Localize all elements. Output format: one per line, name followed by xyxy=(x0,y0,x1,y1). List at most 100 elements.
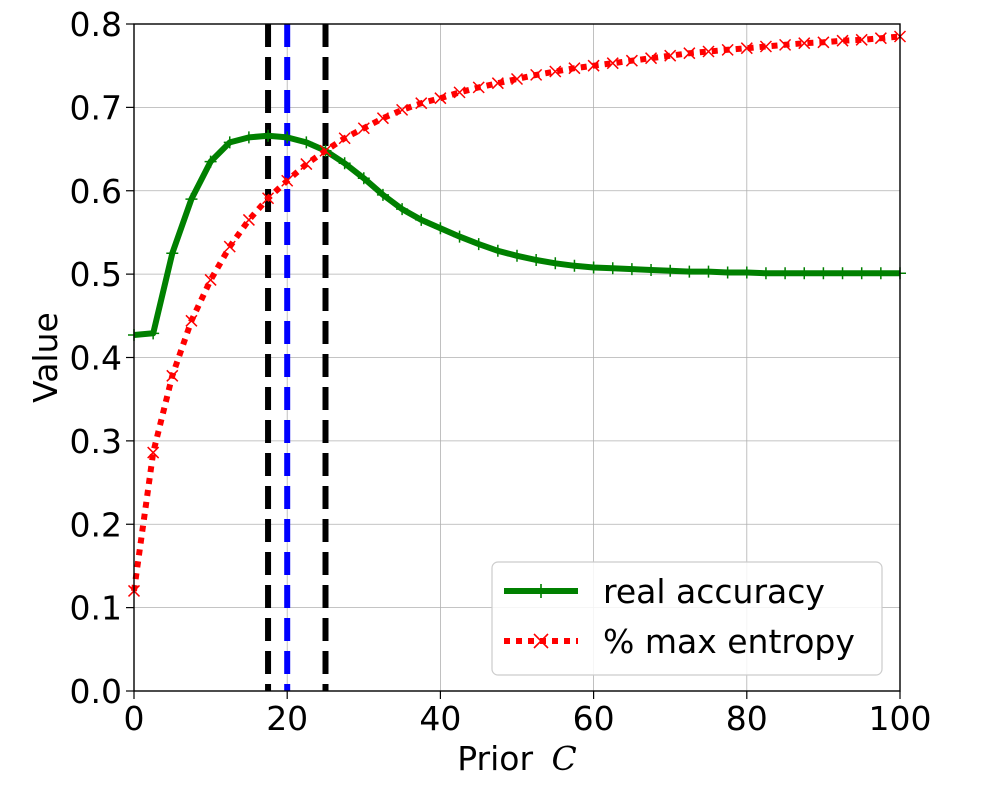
plus-marker xyxy=(683,265,696,278)
x-axis-label-text: Prior xyxy=(457,739,533,778)
plus-marker xyxy=(606,262,619,275)
legend-label: % max entropy xyxy=(603,622,855,661)
x-tick-label: 20 xyxy=(266,699,308,738)
plus-marker xyxy=(396,203,409,216)
plus-marker xyxy=(779,267,792,280)
series-line xyxy=(133,132,900,338)
plus-marker xyxy=(721,266,734,279)
series-layer xyxy=(127,30,907,597)
x-marker xyxy=(702,45,715,58)
x-marker xyxy=(836,34,849,47)
x-marker xyxy=(376,112,389,125)
legend-label: real accuracy xyxy=(603,572,825,611)
y-tick-label: 0.0 xyxy=(70,672,122,711)
legend-plus-marker xyxy=(534,584,548,598)
x-marker xyxy=(338,132,351,145)
plus-marker xyxy=(702,265,715,278)
x-marker xyxy=(779,38,792,51)
x-marker xyxy=(606,57,619,70)
plus-marker xyxy=(281,131,294,144)
plus-marker xyxy=(587,261,600,274)
plus-marker xyxy=(376,188,389,201)
x-marker xyxy=(166,369,179,382)
x-marker xyxy=(798,37,811,50)
x-marker xyxy=(204,273,217,286)
x-axis-label: Prior C xyxy=(457,739,577,778)
x-marker xyxy=(281,174,294,187)
plus-marker xyxy=(338,157,351,170)
x-marker xyxy=(587,59,600,72)
x-marker xyxy=(472,81,485,94)
x-marker xyxy=(262,192,275,205)
x-marker xyxy=(721,43,734,56)
plus-marker xyxy=(472,238,485,251)
axis-ticks: 0 20 40 60 80 100 0.0 0.1 0.2 0.3 0.4 0.5 0.6 0.7 0.8 xyxy=(70,5,932,738)
plus-marker xyxy=(453,230,466,243)
x-marker xyxy=(300,158,313,171)
x-marker xyxy=(759,40,772,53)
x-marker xyxy=(491,77,504,90)
plus-marker xyxy=(185,193,198,206)
x-marker xyxy=(453,86,466,99)
plus-marker xyxy=(262,129,275,142)
plus-marker xyxy=(434,222,447,235)
plus-marker xyxy=(759,267,772,280)
x-marker xyxy=(683,47,696,60)
y-tick-label: 0.7 xyxy=(70,88,122,127)
plus-marker xyxy=(625,263,638,276)
plus-marker xyxy=(740,266,753,279)
legend-box xyxy=(491,561,883,676)
x-marker xyxy=(625,54,638,67)
x-marker xyxy=(147,446,160,459)
plus-marker xyxy=(415,213,428,226)
x-marker xyxy=(817,36,830,49)
x-tick-label: 40 xyxy=(419,699,461,738)
x-marker xyxy=(874,32,887,45)
plus-marker xyxy=(147,327,160,340)
x-marker xyxy=(223,240,236,253)
plus-marker xyxy=(204,155,217,168)
y-tick-label: 0.1 xyxy=(70,589,122,628)
plus-marker xyxy=(855,267,868,280)
x-marker xyxy=(645,52,658,65)
plus-marker xyxy=(817,267,830,280)
x-marker xyxy=(530,68,543,81)
legend: real accuracy % max entropy xyxy=(491,561,883,676)
x-marker xyxy=(855,33,868,46)
plus-marker xyxy=(798,267,811,280)
plus-marker xyxy=(645,263,658,276)
x-tick-label: 60 xyxy=(573,699,615,738)
plus-marker xyxy=(511,249,523,262)
plus-marker xyxy=(242,131,255,144)
x-marker xyxy=(396,103,409,116)
y-tick-label: 0.2 xyxy=(70,505,122,544)
plus-marker xyxy=(874,267,887,280)
series--max-entropy xyxy=(127,30,907,597)
plus-marker xyxy=(664,264,677,277)
x-marker xyxy=(740,42,753,55)
plus-marker xyxy=(568,259,581,272)
x-marker xyxy=(242,213,255,226)
plus-marker xyxy=(491,244,504,257)
series-real-accuracy xyxy=(128,129,906,341)
x-marker xyxy=(664,49,677,62)
y-tick-label: 0.5 xyxy=(70,255,122,294)
plus-marker xyxy=(836,267,849,280)
y-tick-label: 0.8 xyxy=(70,5,122,44)
x-marker xyxy=(568,62,581,75)
plus-marker xyxy=(357,172,370,185)
x-tick-label: 80 xyxy=(726,699,768,738)
plus-marker xyxy=(166,247,179,260)
x-marker xyxy=(415,97,428,110)
series-line xyxy=(131,33,901,592)
legend-x-marker xyxy=(533,633,549,649)
y-tick-label: 0.3 xyxy=(70,422,122,461)
x-tick-label: 0 xyxy=(124,699,145,738)
x-marker xyxy=(510,72,524,86)
x-marker xyxy=(549,65,562,78)
plus-marker xyxy=(223,136,236,149)
x-marker xyxy=(185,314,198,327)
y-axis-label: Value xyxy=(26,312,65,403)
x-marker xyxy=(357,122,370,135)
